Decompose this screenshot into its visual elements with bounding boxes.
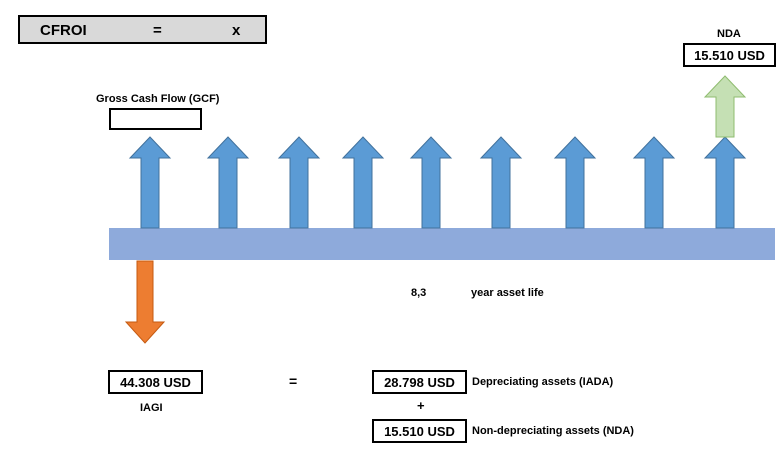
- iada-value-box: 28.798 USD: [372, 370, 467, 394]
- gcf-arrow-1: [128, 136, 172, 229]
- gcf-value-box: [109, 108, 202, 130]
- asset-life-years: 8,3: [411, 287, 427, 299]
- equation-equals: =: [289, 373, 298, 389]
- gcf-arrow-4: [341, 136, 385, 229]
- nda-green-arrow: [703, 75, 747, 138]
- gcf-arrow-5: [409, 136, 453, 229]
- iagi-down-arrow: [124, 260, 166, 344]
- nda-bottom-label: Non-depreciating assets (NDA): [472, 425, 634, 437]
- iagi-value-box: 44.308 USD: [108, 370, 203, 394]
- asset-life-text: year asset life: [471, 287, 544, 299]
- gcf-label: Gross Cash Flow (GCF): [96, 93, 220, 105]
- nda-bottom-value-box: 15.510 USD: [372, 419, 467, 443]
- iada-label: Depreciating assets (IADA): [472, 376, 614, 388]
- gcf-up-arrows: [128, 136, 747, 229]
- gcf-arrow-3: [277, 136, 321, 229]
- gcf-arrow-6: [479, 136, 523, 229]
- gcf-arrow-2: [206, 136, 250, 229]
- iagi-label: IAGI: [140, 402, 163, 414]
- gcf-arrow-7: [553, 136, 597, 229]
- equation-plus: +: [417, 398, 425, 413]
- gcf-arrow-9: [703, 136, 747, 229]
- equals-sign: =: [153, 22, 162, 39]
- cfroi-label: CFROI: [40, 22, 87, 39]
- multiply-sign: x: [232, 22, 241, 39]
- gcf-arrow-8: [632, 136, 676, 229]
- cfroi-formula-box: CFROI = x: [18, 15, 267, 44]
- nda-top-label: NDA: [717, 28, 741, 40]
- nda-top-value-box: 15.510 USD: [683, 43, 776, 67]
- timeline-bar: [109, 228, 775, 260]
